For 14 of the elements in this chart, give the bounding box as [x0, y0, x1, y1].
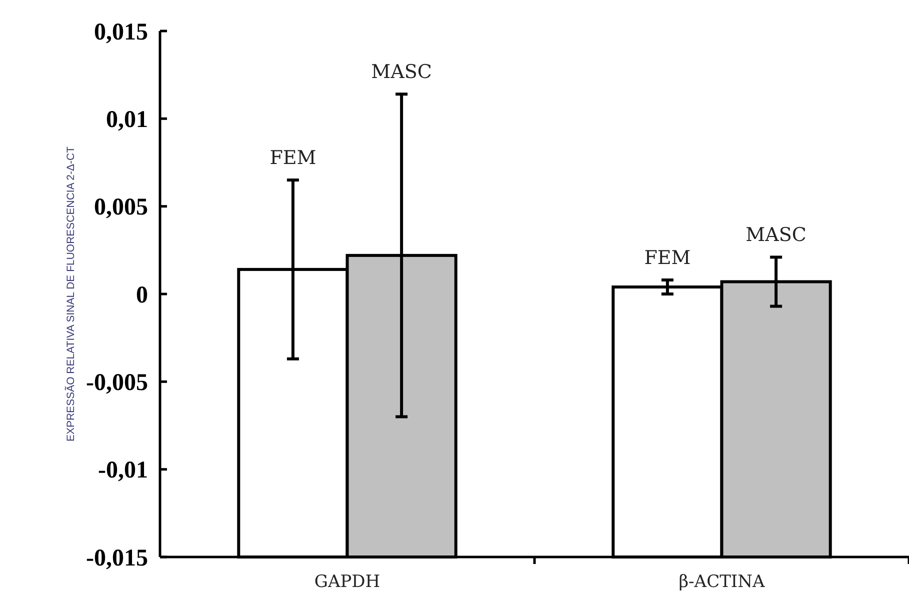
series-label: FEM — [644, 246, 691, 269]
series-label: MASC — [746, 224, 806, 246]
y-tick-label: 0 — [136, 282, 148, 308]
y-tick-label: 0,005 — [94, 194, 148, 221]
y-tick-label: -0,005 — [86, 370, 148, 396]
x-tick-label: β-ACTINA — [678, 572, 766, 592]
y-tick-label: -0,01 — [98, 458, 148, 484]
y-axis-title: EXPRESSÃO RELATIVA SINAL DE FLUORESCENCIA 2-Δ-CT — [64, 146, 77, 442]
y-tick-label: 0,015 — [94, 19, 148, 46]
text: FEM — [270, 147, 316, 170]
y-tick-label: 0,01 — [106, 107, 148, 134]
text: MASC — [371, 61, 432, 84]
y-tick-label: -0,015 — [86, 545, 148, 572]
x-tick-label: GAPDH — [314, 572, 380, 592]
